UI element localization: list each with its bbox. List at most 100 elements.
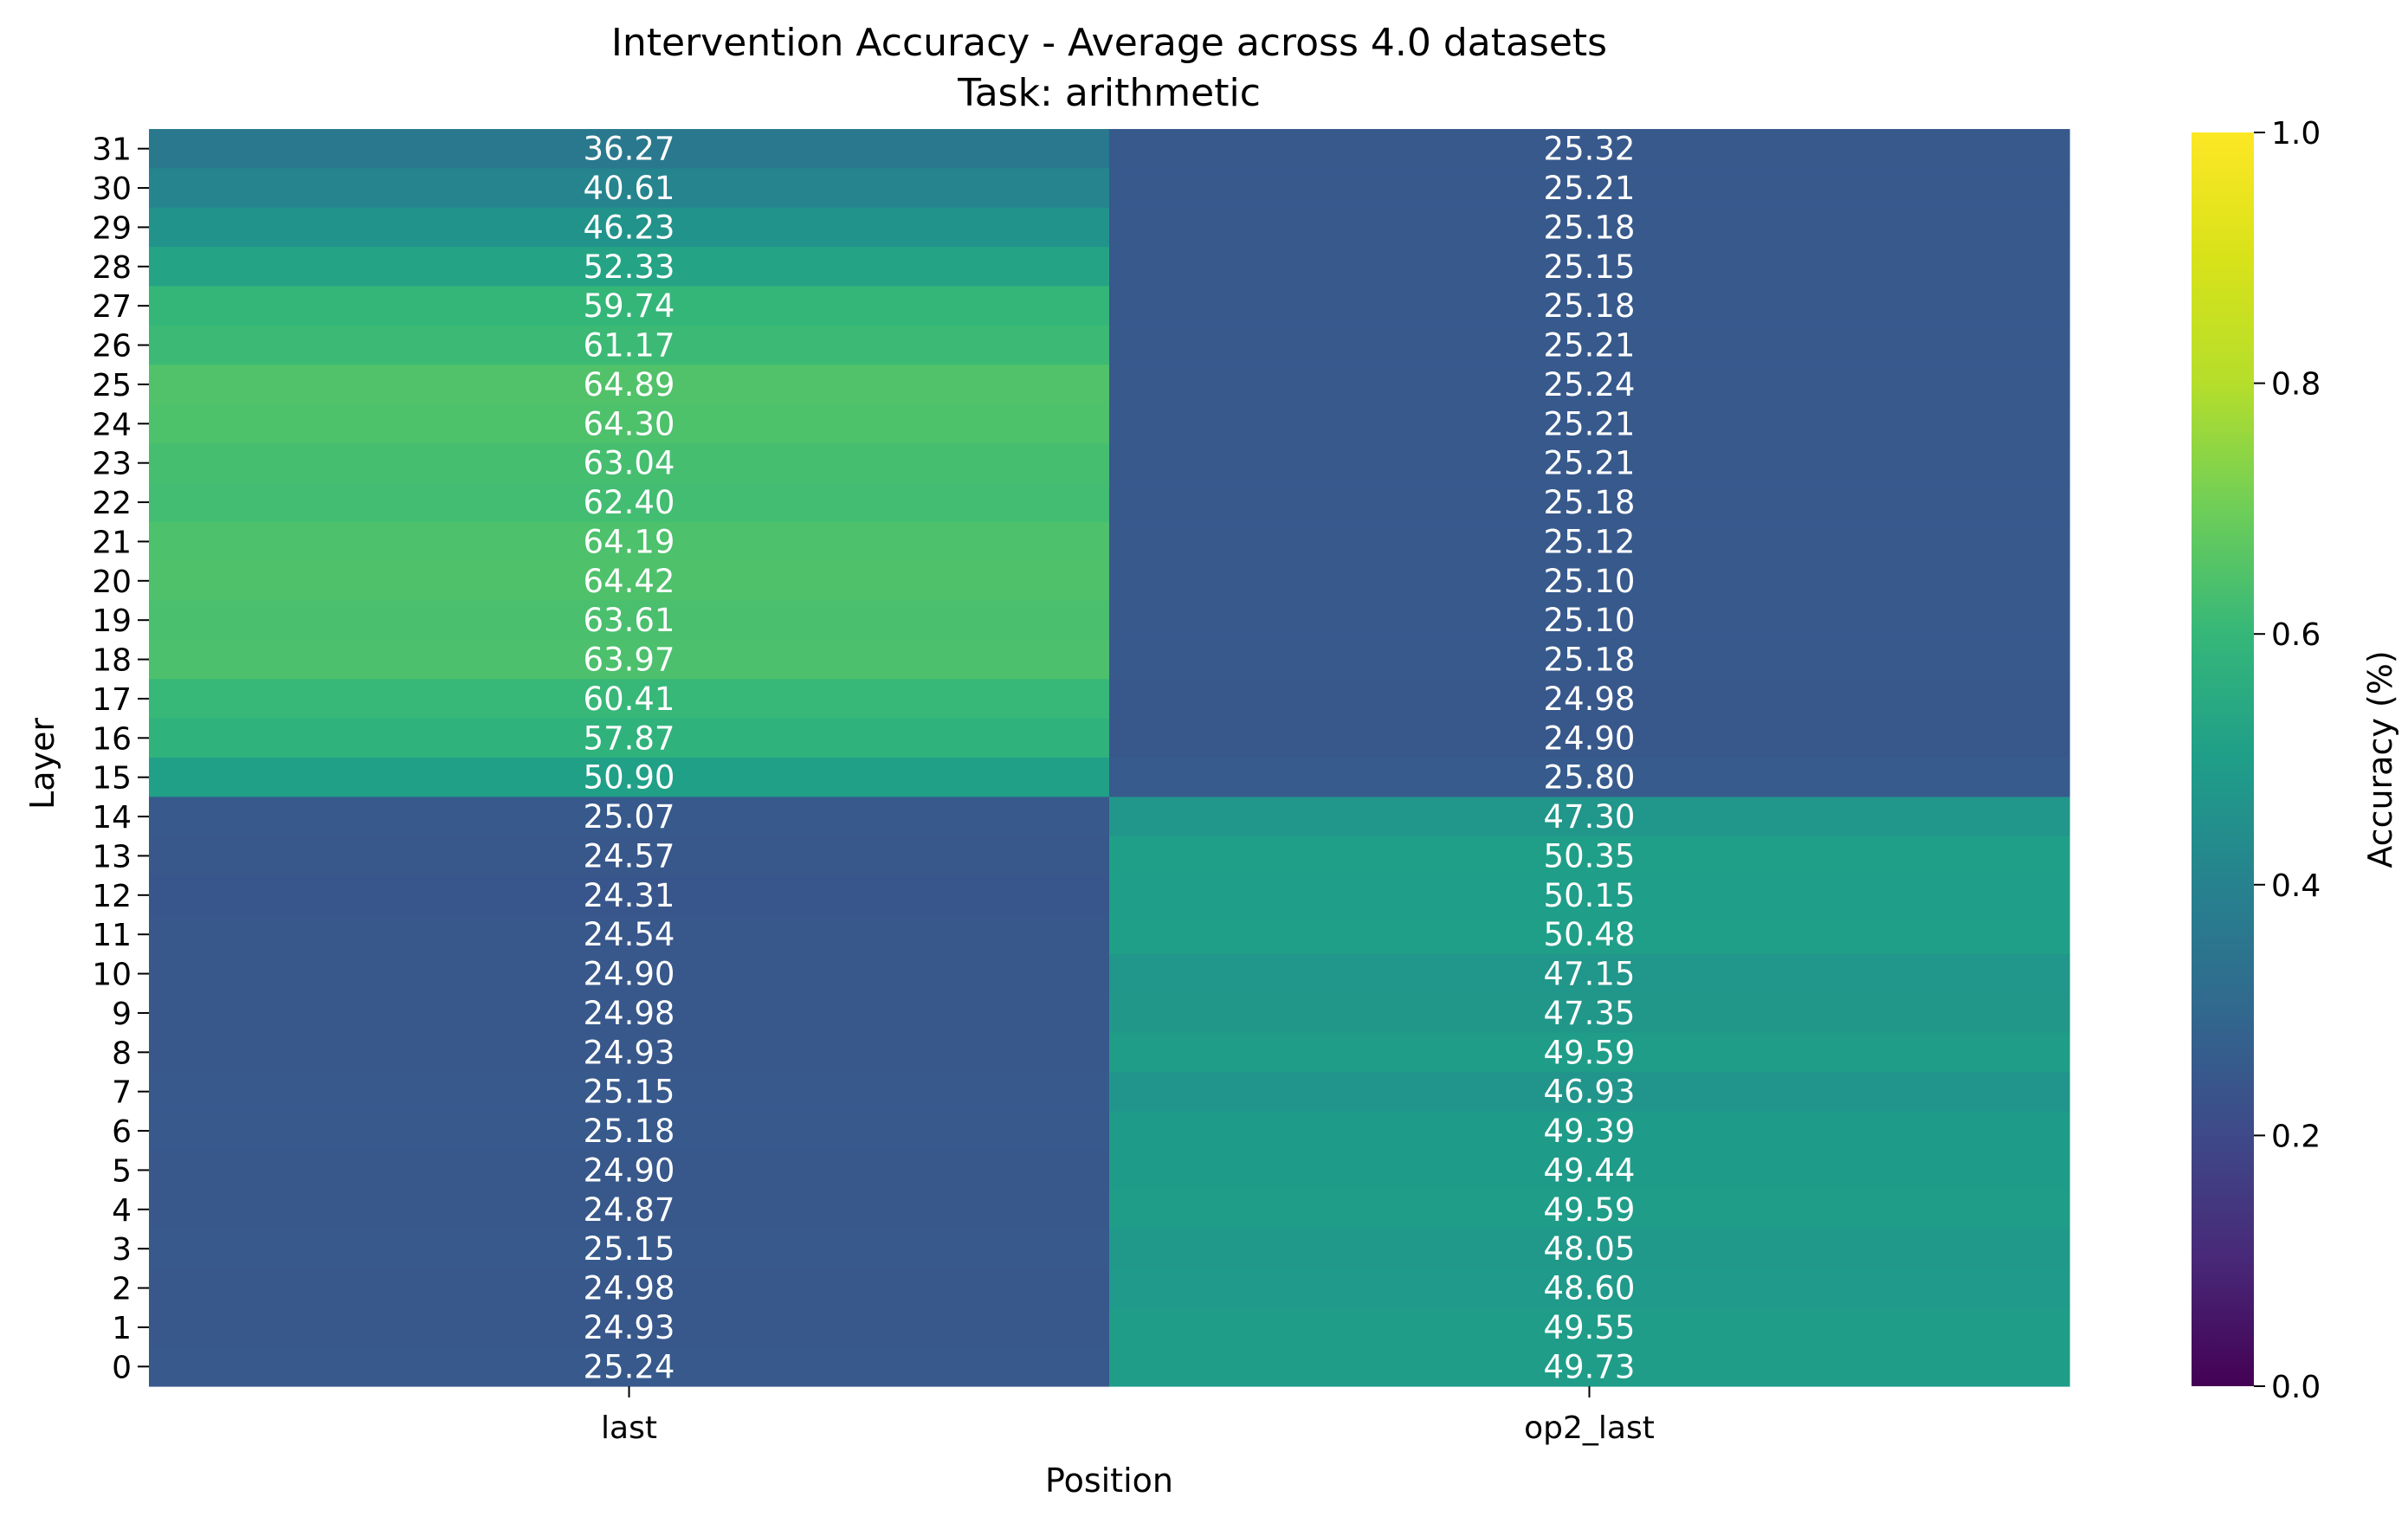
heatmap-cell (1109, 443, 2070, 483)
cell-value-label: 64.30 (584, 405, 675, 442)
cell-value-label: 25.32 (1544, 131, 1636, 168)
heatmap-cell (149, 129, 1110, 169)
cell-value-label: 25.10 (1544, 602, 1636, 639)
cell-value-label: 50.35 (1544, 837, 1636, 874)
heatmap-cell (1109, 679, 2070, 720)
heatmap-cell (149, 1111, 1110, 1152)
heatmap-cell (149, 403, 1110, 444)
heatmap-cell (149, 953, 1110, 994)
heatmap-cell (149, 325, 1110, 365)
cell-value-label: 49.59 (1544, 1034, 1636, 1071)
cell-value-label: 24.87 (584, 1191, 675, 1229)
heatmap-cell (1109, 207, 2070, 248)
heatmap-cell (1109, 521, 2070, 562)
cell-value-label: 24.54 (584, 916, 675, 953)
heatmap-cell (149, 521, 1110, 562)
cell-value-label: 52.33 (584, 248, 675, 286)
cell-value-label: 25.12 (1544, 523, 1636, 560)
cell-value-label: 36.27 (584, 131, 675, 168)
cell-value-label: 47.35 (1544, 995, 1636, 1032)
heatmap-cell (1109, 953, 2070, 994)
cell-value-label: 25.21 (1544, 405, 1636, 442)
heatmap-cell (1109, 639, 2070, 680)
y-tick-label: 25 (92, 368, 132, 403)
chart-subtitle: Task: arithmetic (957, 71, 1261, 115)
cell-value-label: 49.44 (1544, 1152, 1636, 1189)
y-tick-label: 3 (112, 1232, 132, 1268)
y-tick-label: 0 (112, 1350, 132, 1385)
cell-value-label: 25.18 (1544, 209, 1636, 246)
heatmap-cell (149, 1229, 1110, 1269)
y-tick-label: 6 (112, 1114, 132, 1150)
y-tick-label: 19 (92, 603, 132, 639)
y-tick-label: 26 (92, 329, 132, 365)
cell-value-label: 24.98 (584, 1270, 675, 1307)
cell-value-label: 62.40 (584, 484, 675, 521)
cell-value-label: 24.90 (584, 956, 675, 993)
y-tick-label: 17 (92, 682, 132, 718)
cell-value-label: 50.90 (584, 759, 675, 797)
cell-value-label: 24.93 (584, 1034, 675, 1071)
y-tick-label: 7 (112, 1075, 132, 1111)
cell-value-label: 25.07 (584, 798, 675, 836)
cell-value-label: 64.42 (584, 563, 675, 600)
colorbar-ticks: 0.0 0.2 0.4 0.6 0.8 1.0 (2254, 116, 2321, 1405)
colorbar-label: Accuracy (%) (2361, 650, 2399, 868)
heatmap-cell (1109, 129, 2070, 169)
heatmap-cell (149, 1190, 1110, 1230)
cell-value-label: 63.97 (584, 642, 675, 679)
cell-value-label: 24.31 (584, 877, 675, 914)
x-tick-label: op2_last (1524, 1410, 1655, 1446)
cell-value-label: 24.57 (584, 837, 675, 874)
cell-value-label: 49.73 (1544, 1348, 1636, 1385)
x-tick-label: last (601, 1410, 657, 1446)
x-axis: last op2_last (601, 1386, 1655, 1446)
heatmap-cell (149, 561, 1110, 602)
heatmap-cell (1109, 1346, 2070, 1387)
cell-value-label: 40.61 (584, 170, 675, 207)
y-tick-label: 31 (92, 132, 132, 168)
heatmap-cell (1109, 168, 2070, 209)
heatmap-cell (1109, 403, 2070, 444)
heatmap-cell (149, 600, 1110, 641)
heatmap-cell-labels: 36.2740.6146.2352.3359.7461.1764.8964.30… (584, 131, 1636, 1386)
cell-value-label: 25.24 (584, 1348, 675, 1385)
cell-value-label: 57.87 (584, 720, 675, 757)
colorbar-tick-label: 0.2 (2271, 1119, 2321, 1154)
y-tick-label: 13 (92, 839, 132, 874)
heatmap-cell (149, 1072, 1110, 1112)
cell-value-label: 60.41 (584, 681, 675, 718)
heatmap-cell (149, 718, 1110, 758)
y-tick-label: 23 (92, 447, 132, 482)
cell-value-label: 63.04 (584, 445, 675, 482)
cell-value-label: 25.10 (1544, 563, 1636, 600)
y-tick-label: 9 (112, 997, 132, 1032)
heatmap-cell (1109, 325, 2070, 365)
colorbar-tick-label: 0.0 (2271, 1370, 2321, 1405)
heatmap-cell (1109, 561, 2070, 602)
cell-value-label: 49.59 (1544, 1191, 1636, 1229)
cell-value-label: 25.21 (1544, 170, 1636, 207)
cell-value-label: 25.80 (1544, 759, 1636, 797)
heatmap-cell (149, 836, 1110, 876)
cell-value-label: 24.90 (1544, 720, 1636, 757)
y-tick-label: 30 (92, 171, 132, 207)
heatmap-cell (149, 679, 1110, 720)
cell-value-label: 59.74 (584, 287, 675, 325)
colorbar-tick-label: 0.8 (2271, 367, 2321, 403)
heatmap-cell (149, 207, 1110, 248)
chart-title: Intervention Accuracy - Average across 4… (611, 21, 1607, 65)
heatmap-cell (1109, 875, 2070, 916)
heatmap-cell (1109, 1032, 2070, 1073)
heatmap-cell (1109, 1111, 2070, 1152)
cell-value-label: 64.89 (584, 366, 675, 403)
heatmap-cell (149, 758, 1110, 797)
heatmap-cell (1109, 1150, 2070, 1191)
y-tick-label: 18 (92, 643, 132, 679)
cell-value-label: 47.30 (1544, 798, 1636, 836)
y-tick-label: 11 (92, 918, 132, 953)
heatmap-cell (149, 914, 1110, 955)
heatmap-cell (149, 797, 1110, 837)
cell-value-label: 61.17 (584, 327, 675, 365)
